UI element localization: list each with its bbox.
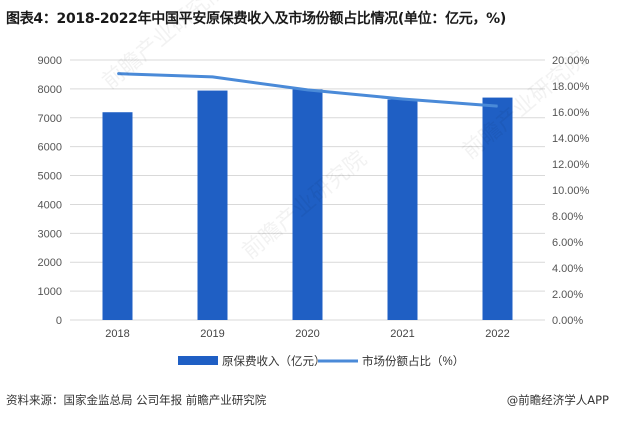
bar bbox=[197, 90, 228, 320]
x-tick-label: 2020 bbox=[295, 328, 319, 340]
right-tick-label: 6.00% bbox=[552, 237, 583, 249]
left-tick-label: 2000 bbox=[38, 257, 62, 269]
left-tick-label: 5000 bbox=[38, 171, 62, 183]
line-point bbox=[212, 76, 213, 78]
bar bbox=[102, 112, 133, 320]
right-tick-label: 2.00% bbox=[552, 289, 583, 301]
left-tick-label: 9000 bbox=[38, 55, 62, 67]
legend-line-label: 市场份额占比（%） bbox=[362, 354, 464, 368]
chart-title: 图表4：2018-2022年中国平安原保费收入及市场份额占比情况(单位：亿元，%… bbox=[6, 11, 507, 27]
x-tick-label: 2019 bbox=[200, 328, 224, 340]
right-tick-label: 18.00% bbox=[552, 81, 590, 93]
right-tick-label: 10.00% bbox=[552, 185, 590, 197]
bar bbox=[482, 97, 513, 320]
line-point bbox=[402, 98, 403, 100]
right-tick-label: 4.00% bbox=[552, 263, 583, 275]
chart: 0 1000 2000 3000 4000 5000 6000 7000 8000 9000 0.0… bbox=[38, 0, 592, 368]
credit-note: @前瞻经济学人APP bbox=[506, 393, 609, 407]
right-tick-label: 12.00% bbox=[552, 159, 590, 171]
bar bbox=[387, 99, 418, 320]
left-tick-label: 3000 bbox=[38, 228, 62, 240]
left-tick-label: 8000 bbox=[38, 84, 62, 96]
x-tick-label: 2018 bbox=[105, 328, 129, 340]
line-point bbox=[117, 73, 118, 75]
x-tick-label: 2021 bbox=[390, 328, 414, 340]
right-tick-label: 16.00% bbox=[552, 107, 590, 119]
right-tick-label: 20.00% bbox=[552, 55, 590, 67]
left-tick-label: 0 bbox=[56, 315, 62, 327]
legend-bar-swatch bbox=[178, 356, 218, 365]
left-tick-label: 1000 bbox=[38, 286, 62, 298]
line-point bbox=[497, 105, 498, 107]
bar bbox=[292, 89, 323, 320]
right-tick-label: 8.00% bbox=[552, 211, 583, 223]
right-tick-label: 0.00% bbox=[552, 315, 583, 327]
line-point bbox=[307, 89, 308, 91]
left-tick-label: 7000 bbox=[38, 113, 62, 125]
left-tick-label: 6000 bbox=[38, 142, 62, 154]
right-tick-label: 14.00% bbox=[552, 133, 590, 145]
source-note: 资料来源：国家金监总局 公司年报 前瞻产业研究院 bbox=[6, 393, 267, 407]
x-tick-label: 2022 bbox=[485, 328, 509, 340]
watermark: 前瞻产业研究院 bbox=[97, 0, 231, 94]
legend-bar-label: 原保费收入（亿元） bbox=[222, 354, 326, 368]
left-tick-label: 4000 bbox=[38, 199, 62, 211]
